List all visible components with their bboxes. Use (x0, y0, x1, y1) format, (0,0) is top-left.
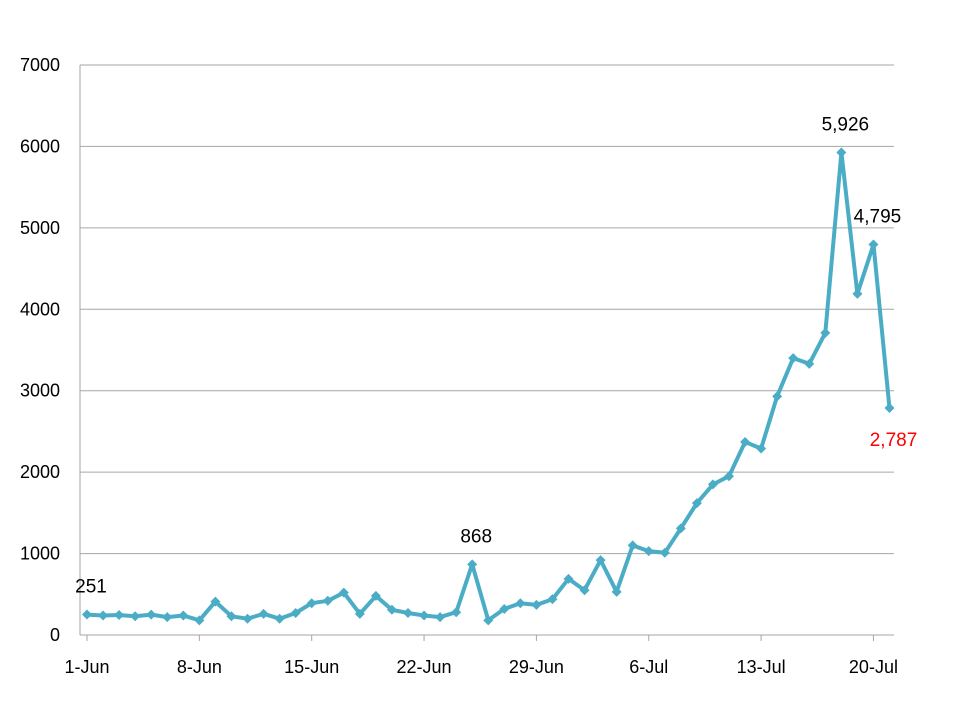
data-point-13-Jun (274, 613, 285, 624)
data-point-1-Jul (563, 573, 574, 584)
y-tick-label-2000: 2000 (20, 462, 60, 482)
x-tick-label-22-Jun: 22-Jun (397, 657, 452, 677)
data-point-18-Jun (354, 608, 365, 619)
x-tick-label-6-Jul: 6-Jul (629, 657, 668, 677)
data-point-30-Jun (547, 594, 558, 605)
axes: 0 1000 2000 3000 4000 5000 6000 7000 1-Jun 8-Jun 1… (20, 55, 898, 677)
data-point-2-Jul (579, 585, 590, 596)
data-point-13-Jul (756, 443, 767, 454)
data-point-5-Jun (146, 609, 157, 620)
gridlines (80, 64, 894, 555)
data-point-10-Jun (226, 611, 237, 622)
y-tick-label-5000: 5000 (20, 218, 60, 238)
data-label-20-Jul: 4,795 (854, 207, 902, 228)
y-tick-label-7000: 7000 (20, 55, 60, 75)
data-point-15-Jul (788, 353, 799, 364)
data-point-14-Jun (290, 608, 301, 619)
data-point-26-Jun (483, 615, 494, 626)
x-tick-label-15-Jun: 15-Jun (284, 657, 339, 677)
y-tick-label-1000: 1000 (20, 544, 60, 564)
x-tick-label-13-Jul: 13-Jul (737, 657, 786, 677)
data-point-2-Jun (98, 610, 109, 621)
data-point-29-Jun (531, 599, 542, 610)
data-point-21-Jun (403, 608, 413, 619)
data-point-16-Jul (804, 358, 815, 369)
data-point-5-Jul (627, 540, 638, 551)
data-point-21-Jul (884, 403, 895, 414)
x-tick-label-29-Jun: 29-Jun (509, 657, 564, 677)
x-tick-label-8-Jun: 8-Jun (177, 657, 222, 677)
data-point-18-Jul (836, 147, 847, 158)
data-point-23-Jun (435, 612, 446, 623)
data-point-11-Jun (242, 613, 253, 624)
y-tick-label-3000: 3000 (20, 381, 60, 401)
data-point-4-Jul (611, 586, 622, 597)
data-point-8-Jul (675, 523, 686, 534)
data-point-1-Jun (82, 609, 92, 620)
data-point-15-Jun (306, 598, 317, 609)
data-point-24-Jun (451, 607, 462, 618)
data-point-17-Jul (820, 327, 831, 338)
series-line (85, 150, 892, 623)
data-point-3-Jun (114, 610, 125, 621)
data-label-25-Jun: 868 (460, 526, 492, 547)
data-point-7-Jul (659, 547, 670, 558)
data-point-10-Jul (707, 479, 718, 490)
data-point-11-Jul (724, 471, 734, 482)
series-layer (82, 147, 895, 626)
x-tick-label-20-Jul: 20-Jul (849, 657, 898, 677)
data-point-22-Jun (419, 610, 430, 621)
data-label-1-Jun: 251 (75, 577, 107, 598)
data-point-14-Jul (772, 391, 783, 402)
data-point-6-Jul (643, 546, 654, 557)
data-point-3-Jul (595, 555, 606, 566)
data-point-4-Jun (130, 611, 141, 622)
x-tick-label-1-Jun: 1-Jun (64, 657, 109, 677)
data-point-12-Jun (258, 608, 269, 619)
data-point-19-Jun (370, 590, 381, 601)
data-point-6-Jun (162, 612, 173, 623)
data-point-7-Jun (178, 610, 189, 621)
data-label-18-Jul: 5,926 (822, 114, 870, 135)
data-point-9-Jun (210, 596, 221, 607)
data-point-17-Jun (338, 587, 349, 598)
data-point-25-Jun (467, 559, 478, 570)
y-tick-label-6000: 6000 (20, 136, 60, 156)
y-tick-label-0: 0 (50, 625, 60, 645)
data-labels: 251 868 5,926 4,795 2,787 (75, 114, 917, 597)
data-point-16-Jun (322, 595, 333, 606)
data-point-28-Jun (515, 598, 526, 609)
data-point-19-Jul (852, 288, 863, 299)
y-tick-label-4000: 4000 (20, 299, 60, 319)
data-point-27-Jun (499, 603, 510, 614)
data-point-12-Jul (740, 437, 751, 448)
data-point-20-Jul (868, 239, 879, 250)
data-point-20-Jun (386, 604, 397, 615)
data-point-9-Jul (691, 498, 702, 509)
data-point-8-Jun (194, 615, 205, 626)
data-label-21-Jul: 2,787 (870, 430, 918, 451)
